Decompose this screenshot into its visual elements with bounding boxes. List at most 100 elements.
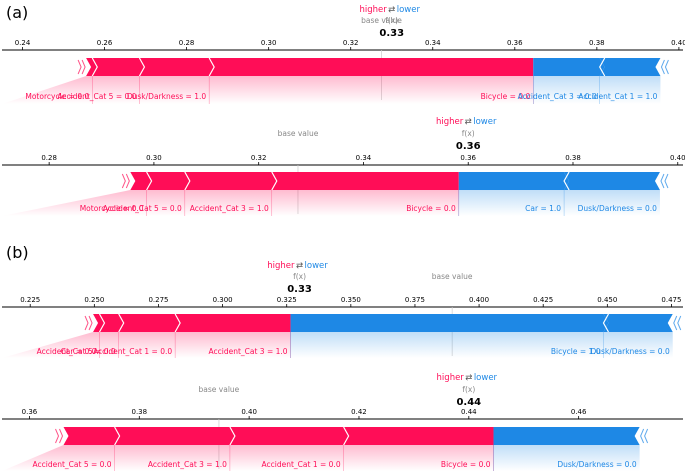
panel-label: (b) — [6, 243, 29, 262]
tick: 0.225 — [20, 296, 40, 307]
feature-label-positive: Car = 0.0 — [61, 347, 97, 356]
legend-arrow-icon: ⇄ — [388, 5, 395, 15]
segment-separator — [229, 426, 236, 446]
feature-label-negative: Dusk/Darkness = 0.0 — [578, 204, 657, 213]
segment-separator — [146, 171, 153, 191]
tick-label: 0.400 — [469, 296, 489, 304]
legend-lower: lower — [473, 117, 497, 127]
base-value-label: base value — [199, 385, 240, 394]
tick-label: 0.350 — [341, 296, 361, 304]
tail-arrow-icon — [660, 173, 665, 189]
tick-label: 0.450 — [597, 296, 617, 304]
tick-label: 0.300 — [213, 296, 233, 304]
fx-label: f(x) — [293, 272, 306, 281]
tick: 0.34 — [356, 154, 372, 165]
positive-label-fill — [2, 332, 100, 358]
fx-label: f(x) — [462, 129, 475, 138]
positive-bar-segment — [114, 427, 235, 445]
positive-bar-segment — [229, 427, 349, 445]
tick-label: 0.32 — [251, 154, 267, 162]
fx-value: 0.44 — [456, 397, 481, 408]
tick: 0.40 — [670, 154, 685, 165]
positive-label-fill — [271, 190, 459, 216]
positive-label-fill — [2, 190, 147, 216]
negative-label-fill — [458, 190, 565, 216]
fx-label: f(x) — [462, 385, 475, 394]
segment-separator — [98, 313, 106, 333]
tick-label: 0.40 — [670, 154, 685, 162]
tick: 0.425 — [533, 296, 553, 307]
tick-label: 0.375 — [405, 296, 425, 304]
feature-label-positive: Accident_Cat 1 = 0.0 — [262, 460, 341, 469]
tick: 0.36 — [507, 39, 523, 50]
positive-label-fill — [175, 332, 291, 358]
segment-separator — [599, 57, 606, 77]
feature-label-positive: Accident_Cat 5 = 0.0 — [37, 347, 116, 356]
higher-lower-legend: higher ⇄ lower — [359, 5, 420, 15]
positive-label-fill — [343, 445, 494, 471]
tick-label: 0.275 — [148, 296, 168, 304]
higher-lower-legend: higher ⇄ lower — [267, 261, 328, 271]
tick: 0.325 — [277, 296, 297, 307]
tick-label: 0.225 — [20, 296, 40, 304]
fx-value: 0.33 — [287, 284, 312, 295]
segment-separator — [118, 313, 125, 333]
positive-bar-segment — [130, 172, 152, 190]
tick: 0.30 — [146, 154, 162, 165]
tail-arrow-icon — [644, 428, 649, 444]
fx-value: 0.36 — [456, 141, 481, 152]
feature-label-positive: Accident_Cat 5 = 0.0 — [33, 460, 112, 469]
feature-label-negative: Dusk/Darkness = 0.0 — [557, 460, 636, 469]
positive-bar-segment — [271, 172, 459, 190]
tail-arrow-icon — [660, 59, 665, 75]
feature-label-positive: Bicycle = 0.0 — [481, 92, 531, 101]
tick: 0.40 — [241, 408, 257, 419]
feature-label-positive: Accident_Cat 5 = 0.0 — [57, 92, 136, 101]
negative-label-fill — [599, 76, 661, 104]
tick-label: 0.36 — [507, 39, 523, 47]
tick-label: 0.38 — [589, 39, 605, 47]
tail-arrow-icon — [677, 315, 682, 331]
tail-arrow-icon — [664, 173, 669, 189]
positive-label-fill — [2, 76, 93, 104]
negative-bar-segment — [564, 172, 660, 190]
tick: 0.38 — [565, 154, 581, 165]
feature-label-positive: Accident_Cat 1 = 0.0 — [93, 347, 172, 356]
tick: 0.28 — [179, 39, 194, 50]
legend-higher: higher — [267, 261, 295, 271]
segment-separator — [271, 171, 278, 191]
tick-label: 0.30 — [146, 154, 162, 162]
tick: 0.26 — [97, 39, 113, 50]
positive-bar-segment — [63, 427, 120, 445]
feature-label-negative: Dusk/Darkness = 0.0 — [590, 347, 669, 356]
legend-higher: higher — [359, 5, 387, 15]
force-plot-2: 0.28 0.30 0.32 0.34 0.36 0.38 0.40 base value f(… — [2, 117, 685, 216]
legend-arrow-icon: ⇄ — [296, 261, 303, 271]
tick-label: 0.46 — [571, 408, 587, 416]
positive-label-fill — [184, 190, 272, 216]
negative-bar-segment — [493, 427, 640, 445]
tick-label: 0.40 — [671, 39, 685, 47]
positive-label-fill — [118, 332, 176, 358]
tick-label: 0.30 — [261, 39, 277, 47]
tick: 0.375 — [405, 296, 425, 307]
fx-label: f(x) — [385, 16, 398, 25]
tail-arrow-icon — [81, 59, 86, 75]
positive-bar-segment — [146, 172, 190, 190]
segment-separator — [563, 171, 570, 191]
tick-label: 0.26 — [97, 39, 113, 47]
segment-separator — [602, 313, 610, 333]
tick-label: 0.28 — [41, 154, 57, 162]
negative-label-fill — [603, 332, 673, 358]
tick-label: 0.475 — [661, 296, 681, 304]
positive-bar-segment — [175, 314, 291, 332]
higher-lower-legend: higher ⇄ lower — [437, 373, 498, 383]
feature-label-negative: Accident_Cat 3 = 0.0 — [518, 92, 597, 101]
tail-arrow-icon — [121, 173, 126, 189]
tick: 0.24 — [15, 39, 31, 50]
segment-separator — [91, 57, 98, 77]
positive-bar-segment — [118, 314, 181, 332]
negative-bar-segment — [290, 314, 609, 332]
tick: 0.38 — [132, 408, 147, 419]
